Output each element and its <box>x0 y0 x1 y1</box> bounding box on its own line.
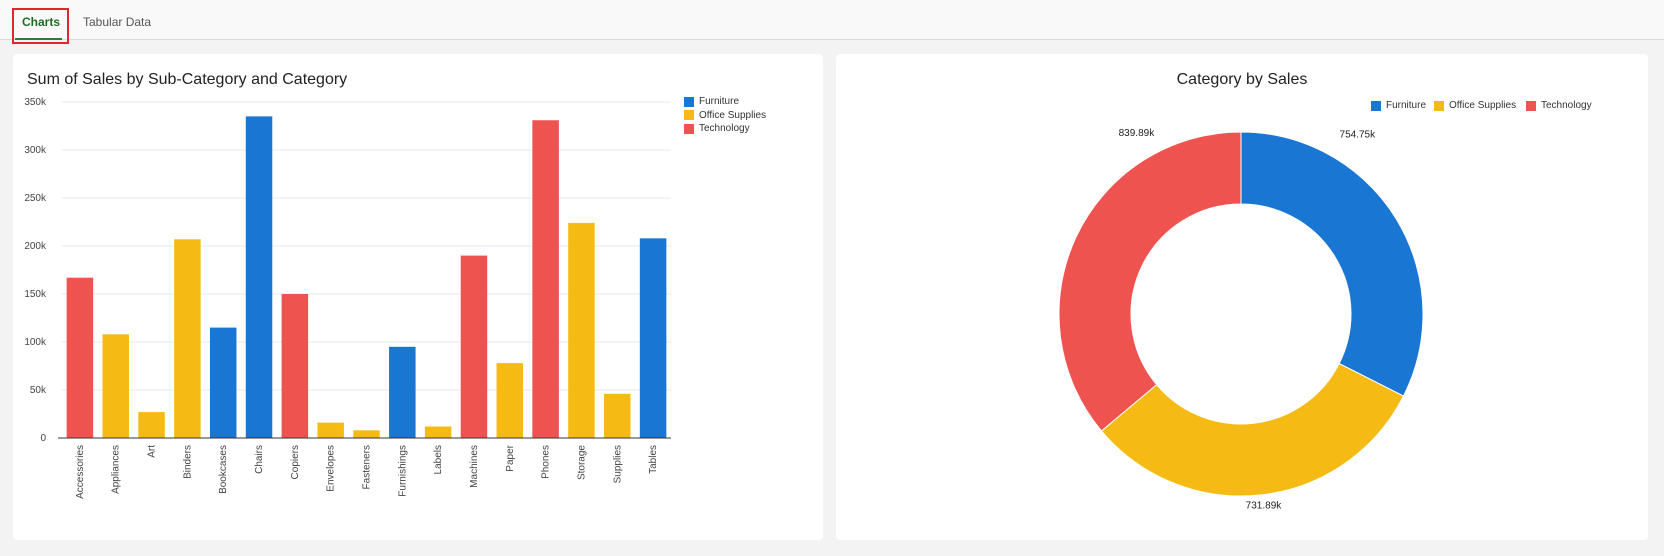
legend-item-office-supplies[interactable]: Office Supplies <box>684 110 766 121</box>
y-tick-label: 100k <box>24 337 47 348</box>
bar-bookcases[interactable] <box>209 327 237 438</box>
y-tick-label: 300k <box>24 145 47 156</box>
legend-label: Furniture <box>699 96 740 107</box>
legend-swatch <box>1526 100 1536 111</box>
bar-binders[interactable] <box>174 239 201 438</box>
donut-chart-title: Category by Sales <box>1176 71 1308 88</box>
slice-technology[interactable] <box>1058 131 1242 432</box>
x-tick-label: Machines <box>469 445 480 488</box>
y-tick-label: 200k <box>24 241 47 252</box>
legend-item-furniture[interactable]: Furniture <box>684 96 739 107</box>
x-tick-label: Tables <box>648 445 659 474</box>
bar-envelopes[interactable] <box>317 422 344 438</box>
x-tick-label: Copiers <box>290 445 301 479</box>
legend-label: Technology <box>699 123 750 134</box>
bar-phones[interactable] <box>532 120 559 439</box>
legend-item-technology[interactable]: Technology <box>1526 100 1592 111</box>
slice-value-label: 839.89k <box>1119 128 1156 139</box>
x-tick-label: Appliances <box>111 445 122 494</box>
bar-appliances[interactable] <box>102 334 129 438</box>
legend-label: Office Supplies <box>1449 100 1517 111</box>
legend-item-technology[interactable]: Technology <box>684 123 750 134</box>
legend-label: Furniture <box>1386 100 1427 111</box>
slice-value-label: 754.75k <box>1340 130 1377 141</box>
legend-item-furniture[interactable]: Furniture <box>1371 100 1426 111</box>
tab-bar: Charts Tabular Data <box>0 0 1664 40</box>
bar-chart-panel: Sum of Sales by Sub-Category and Categor… <box>13 54 823 540</box>
x-tick-label: Binders <box>182 445 193 479</box>
slice-value-label: 731.89k <box>1246 501 1283 512</box>
bar-chart-title: Sum of Sales by Sub-Category and Categor… <box>27 71 348 88</box>
legend-swatch <box>684 96 694 107</box>
x-tick-label: Supplies <box>612 445 623 483</box>
donut-chart: 754.75k 731.89k 839.89k <box>1058 128 1424 512</box>
x-tick-label: Labels <box>433 445 444 474</box>
donut-chart-panel: Category by Sales 754.75k 731.89k 839.89k … <box>836 54 1648 540</box>
active-tab-indicator <box>15 38 62 40</box>
bar-tables[interactable] <box>639 238 667 438</box>
bar-paper[interactable] <box>496 363 524 438</box>
x-tick-label: Storage <box>576 445 587 480</box>
legend-swatch <box>684 110 694 120</box>
y-tick-label: 250k <box>24 193 47 204</box>
x-tick-label: Art <box>147 445 158 458</box>
x-tick-label: Paper <box>505 444 516 471</box>
x-tick-label: Envelopes <box>326 445 337 492</box>
bar-chairs[interactable] <box>245 116 273 439</box>
y-tick-label: 0 <box>40 433 46 444</box>
slice-furniture[interactable] <box>1240 131 1424 397</box>
y-tick-label: 350k <box>24 97 47 108</box>
x-tick-label: Bookcases <box>218 445 229 494</box>
bar-storage[interactable] <box>568 222 595 438</box>
slice-office-supplies[interactable] <box>1100 362 1405 497</box>
bar-chart: 0 50k 100k 150k 200k 250k 300k 350k Accessories A… <box>24 97 671 499</box>
x-tick-label: Fasteners <box>362 445 373 489</box>
y-tick-label: 50k <box>30 385 47 396</box>
legend-label: Office Supplies <box>699 109 767 121</box>
bar-copiers[interactable] <box>281 294 309 438</box>
x-tick-label: Chairs <box>254 445 265 474</box>
bar-accessories[interactable] <box>66 277 94 438</box>
bar-machines[interactable] <box>460 255 488 438</box>
legend-item-office-supplies[interactable]: Office Supplies <box>1434 100 1516 111</box>
x-tick-label: Furnishings <box>397 445 408 497</box>
bar-supplies[interactable] <box>604 393 631 438</box>
bar-labels[interactable] <box>424 426 452 438</box>
y-tick-label: 150k <box>24 289 47 300</box>
x-tick-label: Phones <box>541 445 552 479</box>
tab-tabular-data[interactable]: Tabular Data <box>83 15 152 29</box>
bar-fasteners[interactable] <box>353 430 380 438</box>
bar-furnishings[interactable] <box>389 346 416 438</box>
tab-charts[interactable]: Charts <box>22 15 61 29</box>
legend-swatch <box>1371 100 1381 111</box>
legend-swatch <box>684 123 694 134</box>
legend-label: Technology <box>1541 100 1592 111</box>
x-tick-label: Accessories <box>75 445 86 499</box>
legend-swatch <box>1434 100 1444 111</box>
bar-art[interactable] <box>138 412 165 438</box>
